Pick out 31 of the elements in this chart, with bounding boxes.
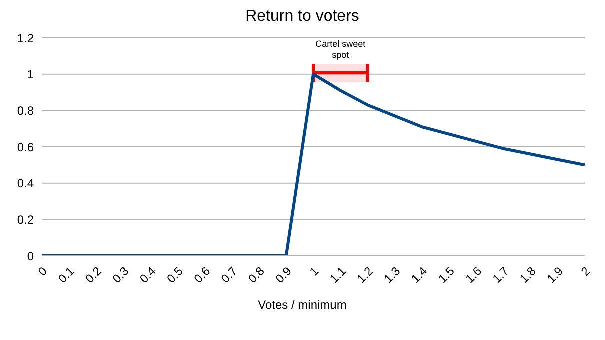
x-tick-label: 0.3: [110, 264, 132, 286]
x-tick-label: 0.5: [164, 264, 186, 286]
x-tick-label: 2: [578, 264, 594, 279]
x-tick-label: 1.3: [381, 264, 404, 286]
y-tick-label: 0.6: [17, 140, 34, 154]
y-tick-label: 0: [27, 249, 34, 264]
x-tick-label: 1.6: [462, 264, 485, 286]
y-tick-label: 1.2: [17, 31, 34, 46]
x-tick-label: 0.7: [218, 264, 240, 286]
x-tick-label: 0.9: [272, 264, 295, 286]
y-tick-label: 0.8: [17, 104, 34, 118]
x-tick-label: 1.2: [354, 264, 376, 286]
line-series: [42, 72, 585, 256]
x-tick-label: 1.8: [517, 264, 540, 286]
x-tick-label: 0.8: [246, 264, 268, 286]
x-tick-label: 1.7: [490, 264, 512, 286]
y-tick-label: 0.2: [17, 212, 34, 227]
x-axis-title: Votes / minimum: [257, 298, 348, 312]
x-tick-label: 0.6: [191, 264, 214, 286]
x-tick-label: 1.4: [408, 264, 430, 286]
x-tick-label: 0.1: [56, 264, 78, 286]
x-tick-label: 0.4: [137, 264, 159, 286]
band-label: Cartel sweet spot: [316, 39, 366, 60]
y-tick-label: 1: [27, 68, 34, 82]
chart-title: Return to voters: [244, 8, 360, 27]
x-tick-label: 1.9: [544, 264, 566, 286]
x-tick-label: 1.5: [436, 264, 458, 286]
x-tick-label: 0.2: [82, 264, 105, 286]
y-tick-label: 0.4: [17, 176, 34, 191]
x-tick-label: 1: [307, 264, 322, 279]
x-tick-label: 1.1: [327, 264, 350, 286]
